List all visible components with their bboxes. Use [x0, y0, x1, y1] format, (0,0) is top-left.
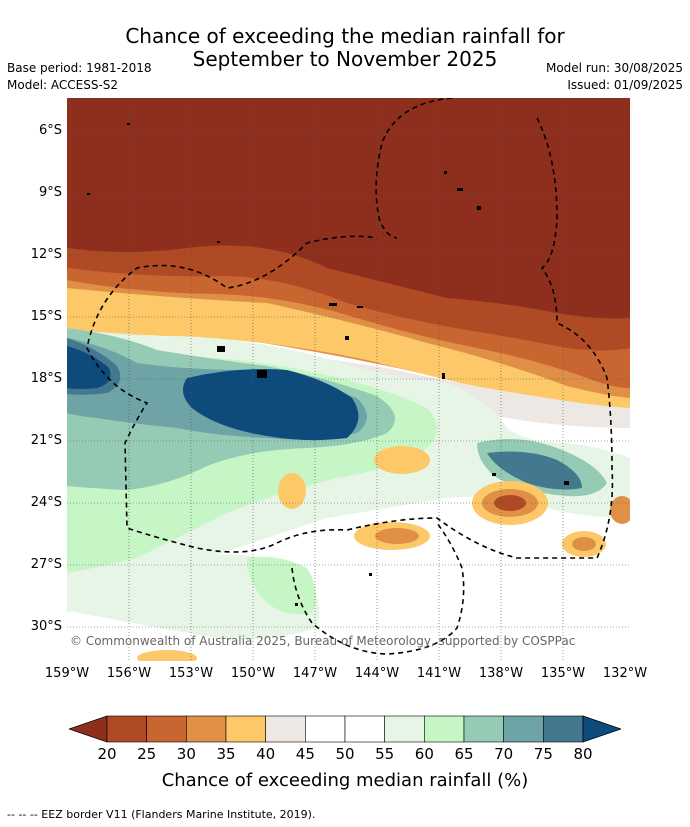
colorbar-title: Chance of exceeding median rainfall (%): [161, 770, 529, 791]
colorbar-swatch: [225, 715, 266, 743]
dry-spot-d-core: [494, 495, 526, 511]
colorbar-swatch: [424, 715, 465, 743]
colorbar-tick-label: 45: [295, 745, 315, 763]
dry-spot-a: [374, 446, 430, 474]
colorbar-tick-label: 30: [176, 745, 196, 763]
islands: [87, 123, 569, 606]
zone-65-south: [247, 556, 316, 615]
model-run-text: Model run: 30/08/2025: [545, 61, 683, 75]
colorbar-extend-high: [582, 715, 623, 743]
colorbar-swatch: [384, 715, 425, 743]
rainfall-map-svg: © Commonwealth of Australia 2025, Bureau…: [67, 98, 630, 661]
zone-80-center: [183, 369, 359, 441]
lat-label: 12°S: [30, 247, 62, 262]
zone-75-east: [487, 451, 582, 490]
colorbar-tick-label: 60: [414, 745, 434, 763]
lon-label: 144°W: [354, 666, 400, 681]
lon-label: 147°W: [292, 666, 338, 681]
dry-spot-c-core: [375, 528, 419, 544]
eez-border: [86, 98, 614, 559]
map-title-line1: Chance of exceeding the median rainfall …: [125, 24, 565, 48]
base-period-text: Base period: 1981-2018: [7, 61, 152, 75]
colorbar-tick-label: 20: [97, 745, 117, 763]
colorbar-swatch: [186, 715, 227, 743]
zone-40: [67, 288, 630, 408]
colorbar-tick-label: 35: [216, 745, 236, 763]
lat-label: 9°S: [38, 185, 62, 200]
lon-label: 138°W: [478, 666, 524, 681]
dry-spot-g: [137, 650, 197, 661]
colorbar-tick-label: 50: [335, 745, 355, 763]
colorbar-svg: [67, 715, 623, 743]
eez-border-south: [291, 522, 465, 655]
colorbar: [67, 715, 623, 743]
colorbar-tick-label: 40: [256, 745, 276, 763]
model-text: Model: ACCESS-S2: [7, 78, 119, 92]
dry-spot-b: [278, 473, 306, 509]
colorbar-tick-label: 70: [494, 745, 514, 763]
colorbar-tick-label: 80: [573, 745, 593, 763]
colorbar-swatch: [146, 715, 187, 743]
dry-spot-e-core: [572, 537, 596, 551]
lat-label: 24°S: [30, 495, 62, 510]
colorbar-swatch: [543, 715, 584, 743]
colorbar-tick-label: 65: [454, 745, 474, 763]
lat-label: 27°S: [30, 557, 62, 572]
gridlines: [67, 98, 630, 661]
lat-label: 6°S: [38, 123, 62, 138]
colorbar-tick-label: 25: [137, 745, 157, 763]
lat-label: 18°S: [30, 371, 62, 386]
lat-label: 21°S: [30, 433, 62, 448]
lon-label: 150°W: [230, 666, 276, 681]
colorbar-swatch: [106, 715, 147, 743]
zone-85-left: [67, 346, 111, 389]
eez-footer-note: -- -- -- EEZ border V11 (Flanders Marine…: [7, 808, 316, 821]
colorbar-swatch: [265, 715, 306, 743]
lon-label: 135°W: [540, 666, 586, 681]
lon-label: 141°W: [416, 666, 462, 681]
lon-label: 153°W: [168, 666, 214, 681]
colorbar-swatch: [503, 715, 544, 743]
colorbar-tick-label: 75: [533, 745, 553, 763]
colorbar-swatch: [305, 715, 346, 743]
rainfall-map: © Commonwealth of Australia 2025, Bureau…: [67, 98, 630, 661]
issued-text: Issued: 01/09/2025: [567, 78, 683, 92]
lat-label: 30°S: [30, 619, 62, 634]
colorbar-tick-label: 55: [375, 745, 395, 763]
copyright-text: © Commonwealth of Australia 2025, Bureau…: [70, 634, 575, 648]
lon-label: 156°W: [106, 666, 152, 681]
map-title-line2: September to November 2025: [192, 47, 498, 71]
lon-label: 159°W: [44, 666, 90, 681]
lon-label: 132°W: [602, 666, 648, 681]
colorbar-swatch: [344, 715, 385, 743]
colorbar-extend-low: [67, 715, 108, 743]
colorbar-swatch: [463, 715, 504, 743]
lat-label: 15°S: [30, 309, 62, 324]
